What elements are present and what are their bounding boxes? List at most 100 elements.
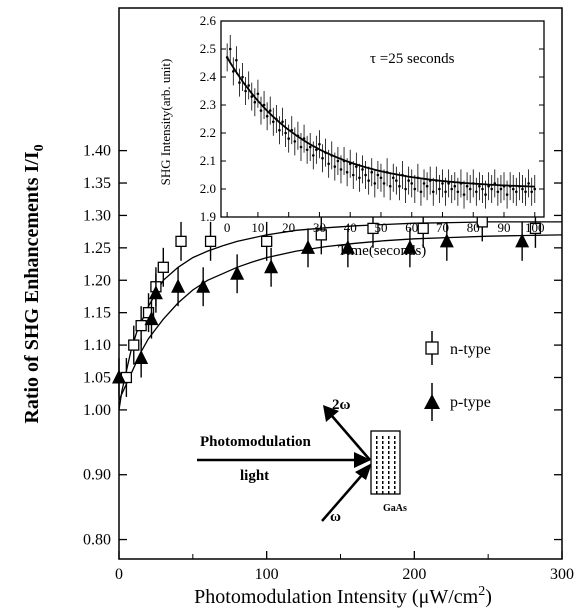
inset-data-point	[475, 190, 478, 194]
data-point-p-type	[112, 369, 126, 384]
inset-y-tick-label: 2.1	[200, 153, 216, 168]
inset-data-point	[256, 92, 260, 96]
gaas-dot	[394, 466, 396, 469]
inset-data-point	[490, 187, 494, 191]
x-tick-label: 300	[550, 566, 574, 583]
inset-fit-curve	[226, 56, 535, 188]
inset-y-tick-label: 2.5	[200, 41, 216, 56]
inset-data-point	[228, 47, 232, 51]
inset-data-point	[333, 165, 337, 168]
omega-beam-arrowhead	[355, 463, 372, 480]
main-x-axis-label-mu: μ	[419, 586, 430, 608]
inset-data-point	[299, 145, 303, 149]
gaas-dot	[376, 436, 378, 439]
data-point-p-type	[171, 278, 186, 293]
inset-data-point	[438, 187, 441, 191]
inset-axis-ticks: 1.9 2.0 2.1 2.2 2.3 2.4 2.5 2.6 0 10 20 30 40 50 60 70 8…	[200, 13, 545, 235]
inset-x-tick-label: 20	[282, 220, 295, 235]
gaas-dot	[388, 451, 390, 454]
data-point-n-type	[128, 339, 140, 351]
data-point-n-type	[417, 222, 429, 235]
gaas-dot	[388, 461, 390, 464]
legend-n-type-marker	[425, 341, 439, 355]
main-data-series	[112, 202, 542, 397]
gaas-dot	[376, 491, 378, 494]
gaas-dot	[394, 441, 396, 444]
gaas-dot	[376, 471, 378, 474]
gaas-dot	[382, 476, 384, 479]
gaas-dot	[376, 466, 378, 469]
inset-y-tick-label: 2.6	[200, 13, 217, 28]
inset-data-point	[355, 165, 358, 168]
two-omega-label: 2ω	[332, 397, 351, 413]
inset-y-tick-label: 2.0	[200, 181, 216, 196]
gaas-dot	[382, 436, 384, 439]
x-tick-label: 200	[402, 566, 426, 583]
main-x-axis-label-post: )	[485, 586, 492, 608]
main-axis-ticks: 0.80 0.90 1.00 1.05 1.10 1.15 1.20 1.25 1.30 1.35…	[83, 143, 574, 583]
data-point-p-type	[515, 233, 530, 248]
data-point-p-type	[301, 239, 316, 254]
y-tick-label: 1.40	[83, 143, 111, 160]
gaas-dot	[388, 486, 390, 489]
inset-data-point	[336, 159, 340, 163]
data-point-n-type	[529, 222, 542, 235]
data-point-n-type	[204, 235, 217, 248]
gaas-dot	[382, 446, 384, 449]
inset-data-point	[505, 193, 509, 196]
inset-data-point	[456, 190, 460, 194]
gaas-dot	[388, 471, 390, 474]
inset-x-tick-label: 30	[313, 220, 326, 235]
inset-data-point	[462, 193, 466, 196]
inset-data-point	[511, 187, 515, 191]
x-tick-label: 100	[255, 566, 279, 583]
y-tick-label: 1.35	[83, 175, 111, 192]
gaas-dot	[382, 451, 384, 454]
legend-p-type-marker	[424, 394, 440, 409]
inset-x-tick-label: 60	[405, 220, 418, 235]
gaas-dot	[376, 481, 378, 484]
two-omega-arrowhead	[323, 405, 339, 422]
inset-data-point	[410, 182, 414, 185]
inset-data-point	[318, 142, 321, 146]
y-tick-label: 1.10	[83, 337, 111, 354]
inset-x-tick-label: 90	[498, 220, 511, 235]
inset-data-point	[321, 156, 324, 160]
inset-data-point	[533, 187, 537, 191]
inset-data-point	[419, 190, 423, 194]
gaas-dot	[382, 461, 384, 464]
inset-data-point	[441, 182, 444, 185]
inset-data-point	[444, 190, 447, 194]
inset-x-tick-label: 100	[525, 220, 545, 235]
data-point-n-type	[157, 261, 169, 273]
y-tick-label: 1.15	[83, 305, 111, 322]
inset-data-point	[373, 182, 377, 185]
inset-data-point	[278, 128, 281, 132]
gaas-dot	[382, 486, 384, 489]
gaas-dot	[394, 436, 396, 439]
main-x-axis-label-exp: 2	[478, 584, 485, 599]
x-tick-label: 0	[115, 566, 123, 583]
gaas-dot	[376, 451, 378, 454]
data-point-p-type	[134, 350, 149, 365]
data-point-n-type	[367, 222, 379, 235]
gaas-dot	[388, 456, 390, 459]
main-y-axis-label-main: Ratio of SHG Enhancements I/I	[21, 151, 43, 423]
y-tick-label: 1.05	[83, 369, 111, 386]
gaas-dot	[388, 476, 390, 479]
y-tick-label: 0.90	[83, 467, 111, 484]
gaas-dot	[382, 441, 384, 444]
inset-data-point	[315, 148, 318, 152]
inset-data-point	[358, 176, 361, 180]
gaas-dot	[382, 491, 384, 494]
gaas-sample-pattern	[376, 436, 396, 494]
main-x-axis-label-pre: Photomodulation Intensity (	[194, 586, 419, 608]
inset-y-tick-label: 2.4	[200, 69, 217, 84]
inset-data-point	[235, 58, 238, 62]
data-point-p-type	[340, 239, 355, 254]
inset-data-point	[379, 176, 383, 180]
inset-data-series	[225, 35, 537, 209]
gaas-dot	[394, 491, 396, 494]
inset-data-point	[265, 114, 269, 118]
